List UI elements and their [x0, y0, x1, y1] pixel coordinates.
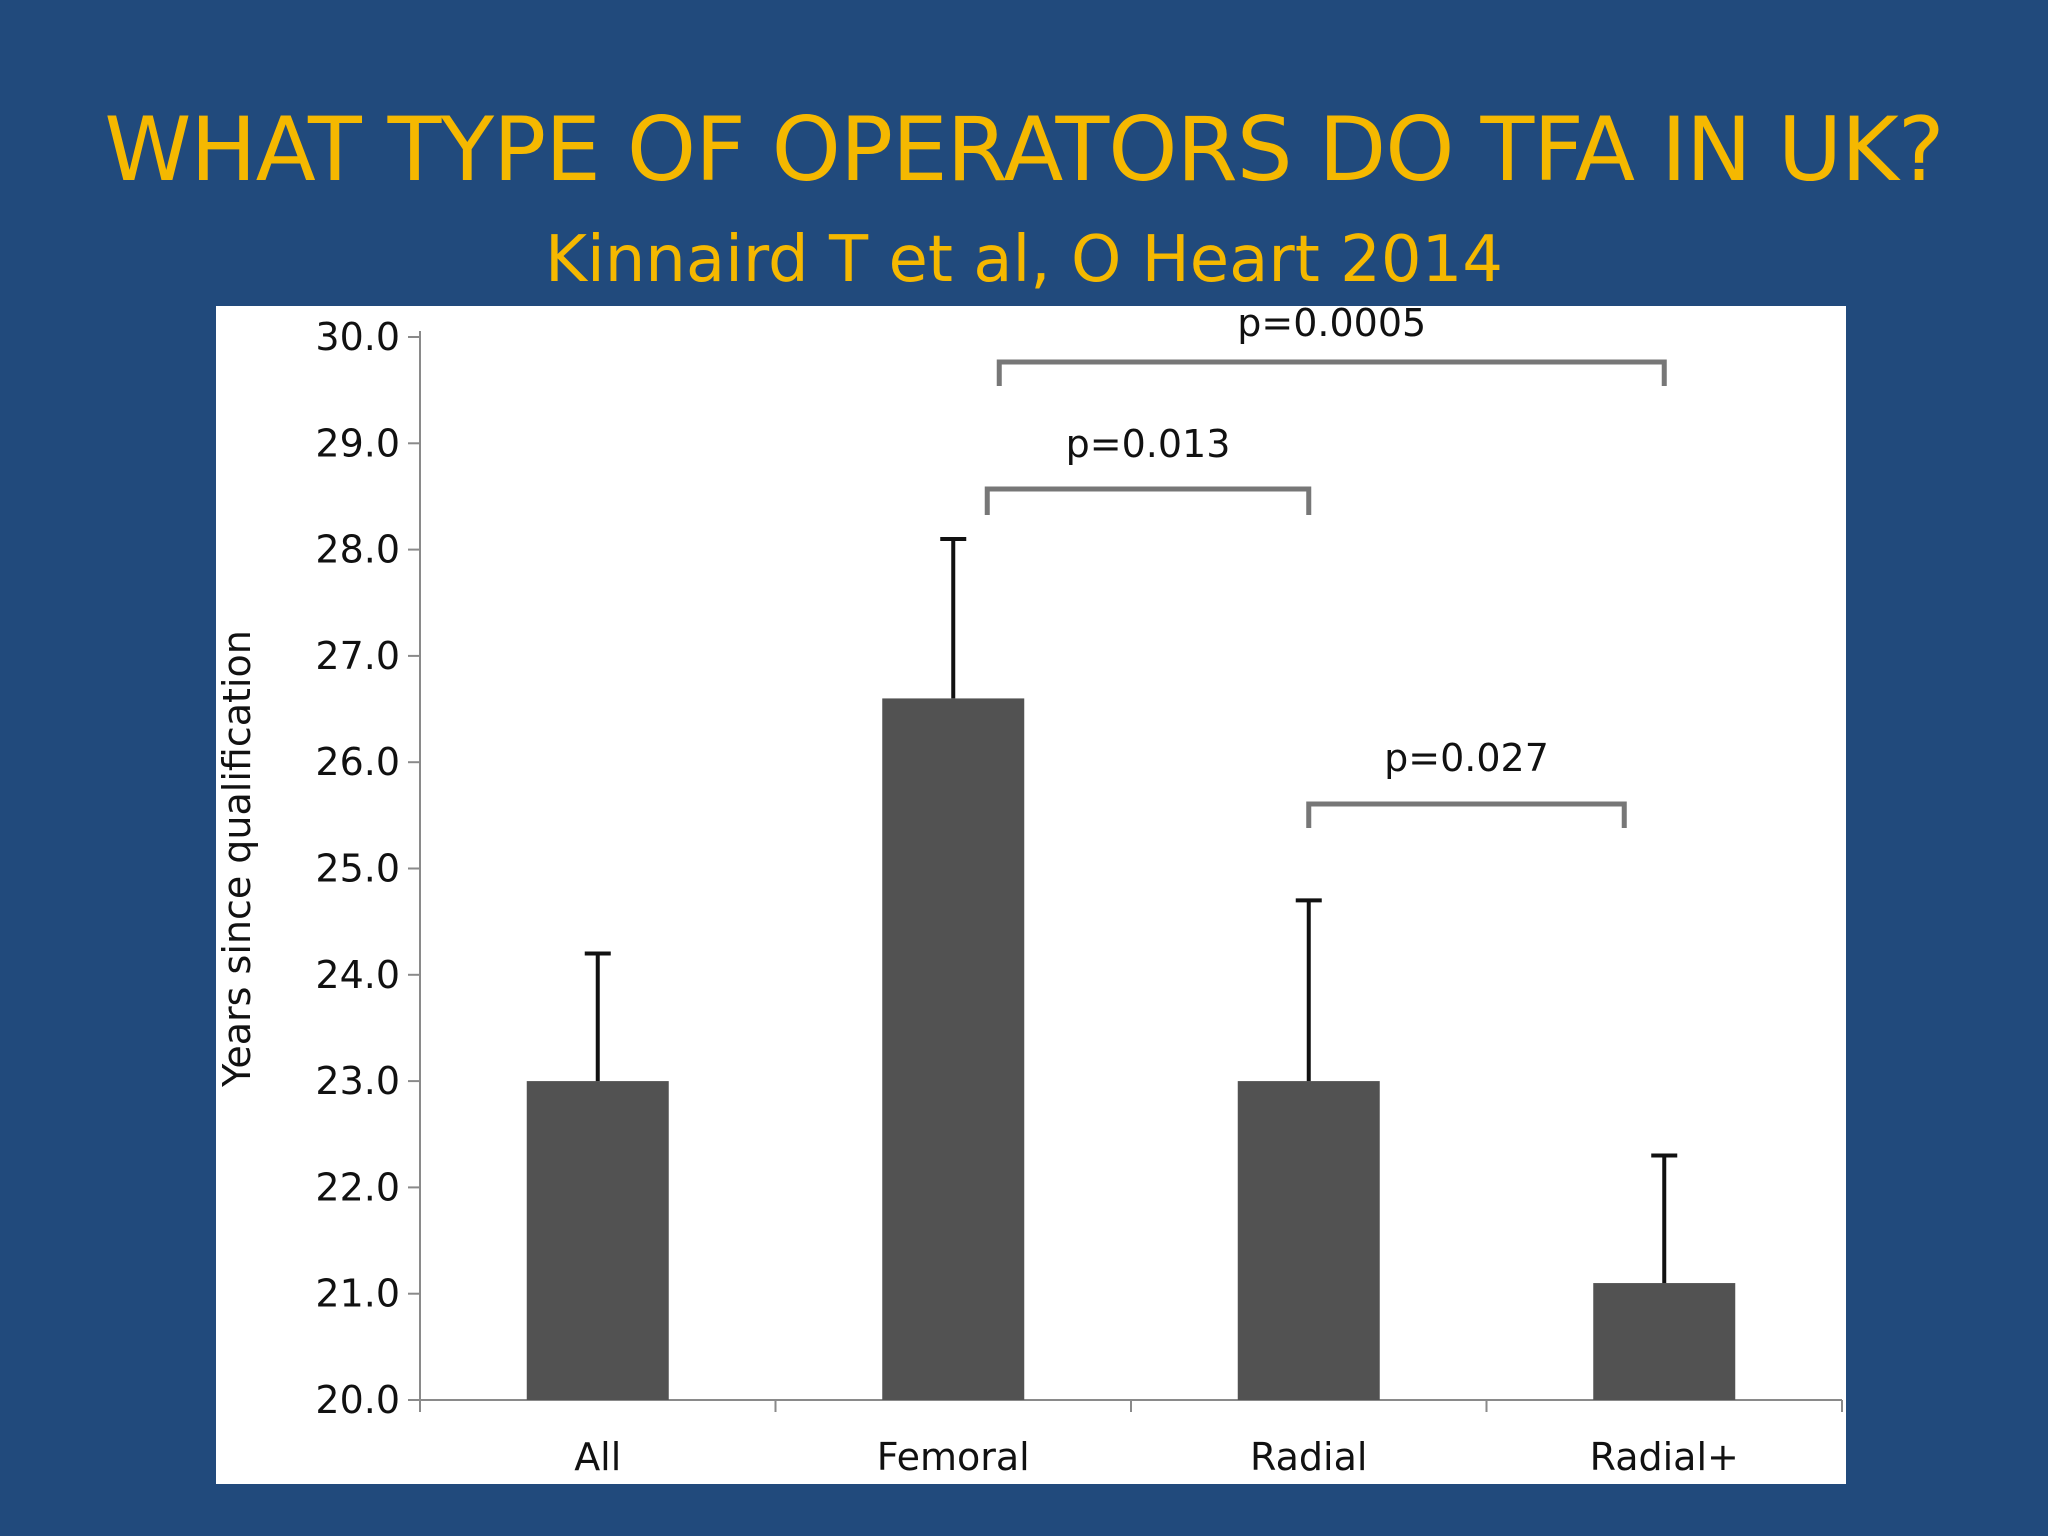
significance-bracket	[1306, 801, 1627, 828]
significance-brackets	[984, 359, 1667, 828]
significance-label: p=0.0005	[1237, 306, 1426, 345]
chart-error-bars	[584, 536, 1678, 1284]
significance-bracket	[984, 486, 1312, 515]
y-axis-title: Years since qualification	[216, 630, 259, 1088]
slide-subtitle: Kinnaird T et al, O Heart 2014	[544, 223, 1504, 297]
y-tick-label: 26.0	[315, 740, 400, 784]
chart-panel: 20.0 21.0 22.0 23.0 24.0 25.0 26.0 27.0 28.0 29.0…	[216, 306, 1846, 1484]
y-tick-label: 24.0	[315, 953, 400, 997]
significance-bracket	[996, 359, 1667, 386]
x-tick-label: Radial+	[1590, 1435, 1739, 1479]
x-tick-label: Femoral	[877, 1435, 1030, 1479]
y-tick-label: 30.0	[315, 315, 400, 359]
bar-femoral	[882, 698, 1025, 1400]
y-tick-label: 20.0	[315, 1378, 400, 1422]
bar-all	[526, 1081, 669, 1400]
x-tick-label: Radial	[1250, 1435, 1367, 1479]
x-tick-label: All	[574, 1435, 621, 1479]
chart-labels: 20.0 21.0 22.0 23.0 24.0 25.0 26.0 27.0 28.0 29.0…	[216, 306, 1739, 1479]
bar-chart: 20.0 21.0 22.0 23.0 24.0 25.0 26.0 27.0 28.0 29.0…	[216, 306, 1843, 1479]
y-tick-label: 23.0	[315, 1059, 400, 1103]
slide-title: WHAT TYPE OF OPERATORS DO TFA IN UK?	[104, 98, 1944, 201]
chart-bars	[526, 698, 1736, 1400]
y-tick-label: 21.0	[315, 1272, 400, 1316]
y-tick-label: 27.0	[315, 634, 400, 678]
y-tick-label: 22.0	[315, 1165, 400, 1209]
y-tick-label: 28.0	[315, 528, 400, 572]
significance-label: p=0.013	[1066, 422, 1231, 466]
bar-radial	[1237, 1081, 1380, 1400]
y-tick-label: 29.0	[315, 421, 400, 465]
significance-label: p=0.027	[1384, 736, 1549, 780]
y-tick-label: 25.0	[315, 847, 400, 891]
bar-radial-	[1593, 1283, 1736, 1400]
